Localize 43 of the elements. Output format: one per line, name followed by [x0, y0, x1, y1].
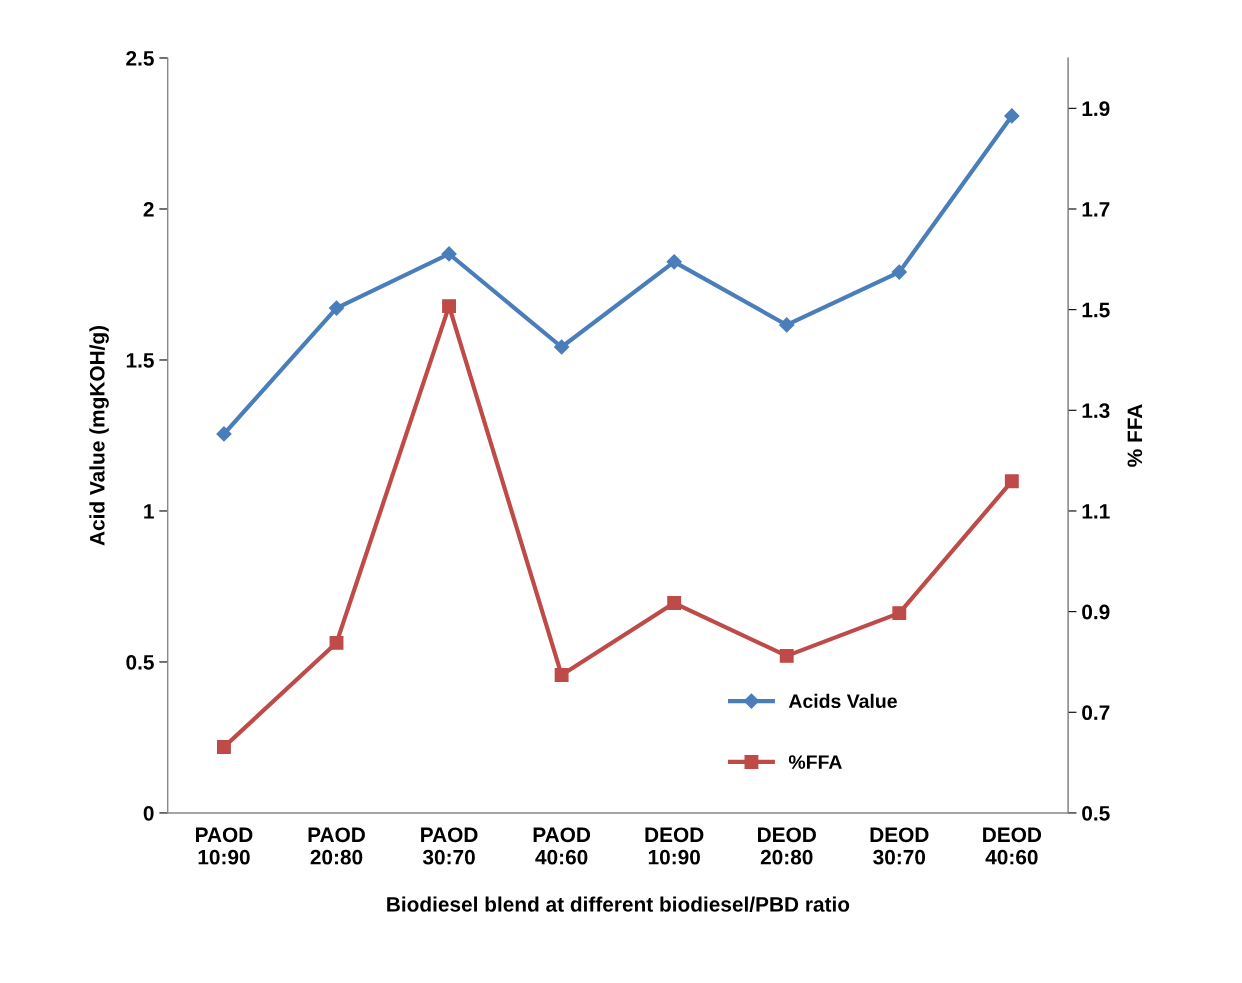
y2-tick-label: 1.5 — [1082, 302, 1110, 318]
y2-tick-label: 1.3 — [1082, 403, 1110, 419]
point — [554, 668, 569, 682]
y2-tick-label: 1.9 — [1082, 101, 1110, 117]
point — [328, 300, 345, 316]
y2-axis-title: % FFA — [1127, 404, 1143, 467]
x-tick-label: PAOD 40:60 — [533, 827, 591, 865]
point — [666, 254, 682, 270]
x-axis-title: Biodiesel blend at different biodiesel/PBD ratio — [387, 896, 850, 912]
point — [554, 339, 570, 355]
x-tick-label: PAOD 10:90 — [196, 827, 253, 865]
point — [1004, 108, 1020, 124]
y2-tick-label: 0.7 — [1082, 705, 1110, 721]
y-axis-title: Acid Value (mgKOH/g) — [89, 325, 109, 546]
point — [216, 426, 232, 442]
point — [667, 596, 682, 611]
y-tick-label: 0.5 — [126, 654, 154, 670]
point — [891, 264, 907, 280]
y-tick-label: 1 — [144, 504, 154, 519]
legend-label: %FFA — [788, 755, 842, 769]
point — [217, 740, 231, 754]
legend-label: Acids Value — [788, 693, 897, 709]
x-tick-label: DEOD 10:90 — [645, 827, 704, 865]
point — [442, 299, 457, 314]
point — [1004, 474, 1019, 489]
point — [441, 246, 457, 262]
y-tick-label: 2 — [143, 201, 154, 217]
point — [329, 635, 344, 650]
y2-tick-label: 1.1 — [1082, 504, 1110, 519]
x-tick-label: PAOD 20:80 — [308, 827, 365, 865]
x-tick-label: DEOD 20:80 — [758, 827, 816, 865]
y-tick-label: 1.5 — [126, 353, 154, 368]
y2-tick-label: 1.7 — [1082, 202, 1110, 217]
point — [892, 606, 907, 621]
y2-tick-label: 0.9 — [1082, 604, 1110, 620]
y2-tick-label: 0.5 — [1082, 805, 1110, 821]
x-tick-label: DEOD 40:60 — [983, 827, 1042, 865]
point — [779, 317, 795, 333]
y-tick-label: 0 — [143, 805, 154, 821]
y-tick-label: 2.5 — [126, 51, 154, 66]
x-tick-label: PAOD 30:70 — [421, 827, 478, 865]
x-tick-label: DEOD 30:70 — [870, 827, 929, 865]
point — [779, 648, 794, 663]
